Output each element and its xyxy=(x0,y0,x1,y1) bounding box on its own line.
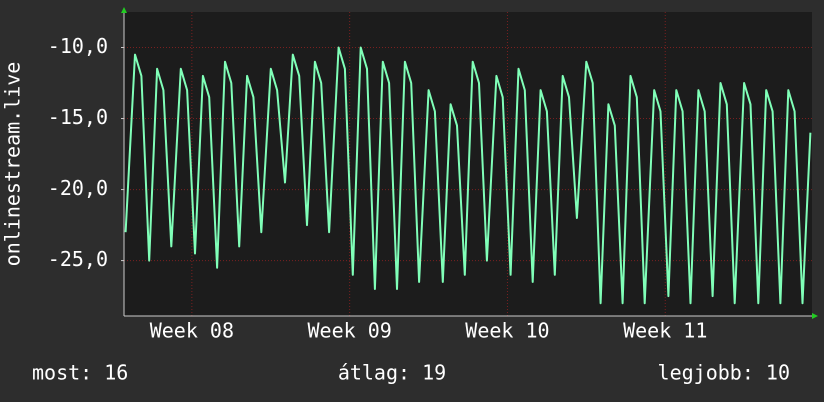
x-tick-label: Week 10 xyxy=(465,319,549,343)
x-tick-label: Week 09 xyxy=(308,319,392,343)
footer-best: legjobb: 10 xyxy=(658,361,790,385)
y-axis-label: onlinestream.live xyxy=(1,62,25,267)
y-tick-label: -20,0 xyxy=(48,176,108,200)
x-tick-label: Week 08 xyxy=(150,319,234,343)
footer-average: átlag: 19 xyxy=(338,361,446,385)
y-tick-label: -10,0 xyxy=(48,34,108,58)
y-axis-arrow xyxy=(121,7,127,13)
x-tick-label: Week 11 xyxy=(623,319,707,343)
y-tick-label: -15,0 xyxy=(48,105,108,129)
x-axis-arrow xyxy=(812,313,818,319)
footer-current: most: 16 xyxy=(32,361,128,385)
plot xyxy=(124,46,812,305)
data-line xyxy=(124,46,812,305)
y-tick-label: -25,0 xyxy=(48,247,108,271)
